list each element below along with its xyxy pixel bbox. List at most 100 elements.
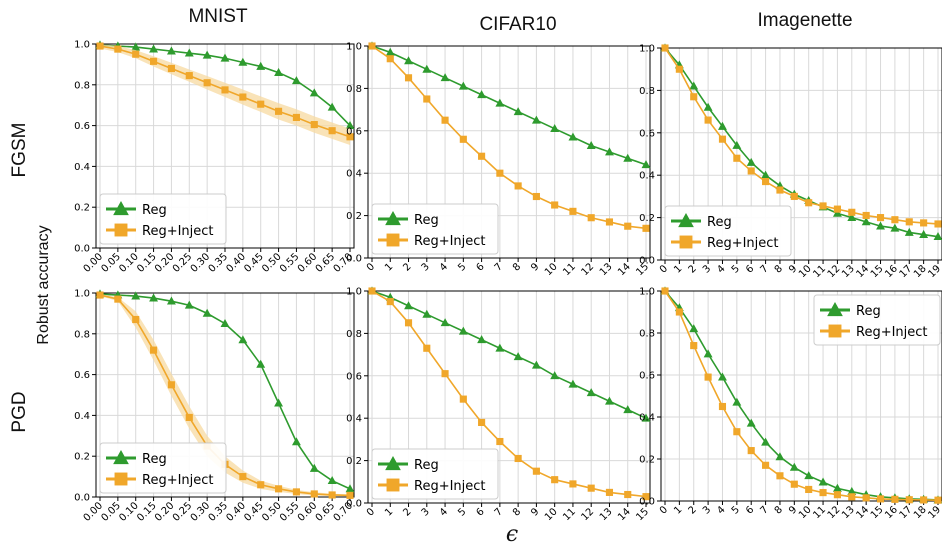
data-point: [790, 192, 798, 200]
data-point: [221, 86, 229, 94]
series-line-reg-inject: [371, 290, 647, 498]
x-tick-label: 4: [438, 261, 450, 273]
panel-imagenette-pgd: 0 1 2 3 4 5 6 7 8 9101112131415161718190.00.20.40…: [639, 286, 942, 521]
x-tick-label: 19: [926, 263, 942, 280]
data-point: [131, 42, 141, 51]
data-point: [346, 491, 354, 499]
x-tick-label: 7: [758, 504, 770, 516]
x-tick-label: 8: [773, 504, 785, 516]
y-tick-label: 0.2: [346, 456, 362, 467]
data-point: [718, 121, 727, 130]
data-point: [404, 56, 413, 65]
data-point: [605, 396, 614, 405]
legend-label: Reg: [856, 304, 881, 319]
data-point: [328, 127, 336, 135]
data-point: [623, 153, 633, 162]
data-point: [819, 489, 827, 497]
data-point: [587, 214, 595, 222]
y-tick-label: 1.0: [639, 44, 655, 55]
data-point: [423, 344, 431, 352]
x-tick-label: 0.65: [314, 251, 338, 275]
data-point: [703, 102, 713, 111]
data-point: [459, 135, 467, 143]
plot-frame: [660, 47, 942, 261]
data-point: [309, 463, 319, 472]
plot-frame: [367, 290, 651, 504]
x-tick-label: 8: [511, 506, 523, 518]
data-point: [920, 219, 928, 227]
data-point: [790, 480, 798, 488]
plot-frame: [95, 292, 355, 498]
y-tick-label: 0.6: [639, 128, 655, 139]
data-point: [690, 93, 698, 101]
x-tick-label: 11: [561, 506, 578, 523]
data-point: [805, 485, 813, 494]
data-point: [328, 491, 336, 499]
data-point: [718, 135, 727, 143]
y-tick-label: 1.0: [74, 40, 90, 51]
x-tick-label: 1: [672, 263, 684, 275]
x-tick-label: 0.30: [189, 500, 213, 524]
data-point: [220, 53, 230, 62]
x-tick-label: 3: [420, 506, 432, 518]
data-point: [832, 208, 842, 217]
y-tick-label: 0.4: [346, 169, 362, 180]
legend-label: Reg+Inject: [414, 479, 486, 494]
data-point: [862, 211, 870, 220]
y-tick-label: 0.2: [639, 213, 655, 224]
data-point: [762, 178, 770, 186]
data-point: [478, 152, 486, 160]
x-tick-label: 7: [493, 506, 505, 518]
data-point: [166, 296, 176, 305]
data-point: [876, 495, 885, 503]
data-point: [933, 232, 942, 241]
data-point: [441, 116, 449, 124]
x-tick-label: 5: [730, 263, 742, 275]
y-tick-label: 0.4: [74, 411, 90, 422]
x-tick-label: 0.65: [314, 500, 338, 524]
x-tick-label: 13: [598, 506, 615, 523]
column-title-imagenette: Imagenette: [757, 10, 853, 31]
data-point: [789, 462, 799, 471]
y-tick-label: 0.0: [639, 256, 655, 267]
y-tick-label: 0.4: [639, 413, 655, 424]
data-point: [848, 208, 856, 216]
data-point: [848, 493, 856, 501]
x-tick-label: 0.35: [207, 500, 231, 524]
data-point: [291, 76, 301, 85]
data-point: [257, 100, 265, 108]
data-point: [184, 300, 194, 309]
x-tick-label: 0.20: [153, 500, 177, 524]
column-title-cifar10: CIFAR10: [479, 14, 557, 35]
y-tick-label: 0.0: [74, 493, 90, 504]
x-tick-label: 0.00: [82, 500, 106, 524]
x-tick-label: 0.10: [117, 251, 141, 275]
y-tick-label: 0.8: [74, 329, 90, 340]
data-point: [458, 326, 468, 335]
data-point: [641, 160, 651, 169]
data-point: [386, 55, 394, 63]
data-point: [513, 352, 523, 361]
y-tick-label: 0.0: [346, 254, 362, 265]
x-tick-label: 0.15: [135, 500, 159, 524]
y-tick-label: 0.6: [346, 126, 362, 137]
series-line-reg: [371, 45, 647, 166]
data-point: [804, 471, 814, 480]
series-line-reg-inject: [371, 45, 647, 230]
legend-marker: [679, 235, 693, 249]
y-tick-label: 0.6: [74, 370, 90, 381]
y-tick-label: 0.8: [346, 84, 362, 95]
data-point: [550, 371, 560, 380]
x-tick-label: 4: [715, 504, 727, 516]
data-point: [404, 74, 413, 82]
y-tick-label: 0.8: [639, 86, 655, 97]
y-tick-label: 0.0: [346, 499, 362, 510]
data-point: [733, 428, 741, 436]
data-point: [732, 397, 742, 406]
data-point: [150, 346, 158, 354]
data-point: [310, 121, 318, 129]
data-point: [718, 402, 727, 411]
legend-marker: [114, 472, 128, 486]
data-point: [184, 48, 194, 57]
